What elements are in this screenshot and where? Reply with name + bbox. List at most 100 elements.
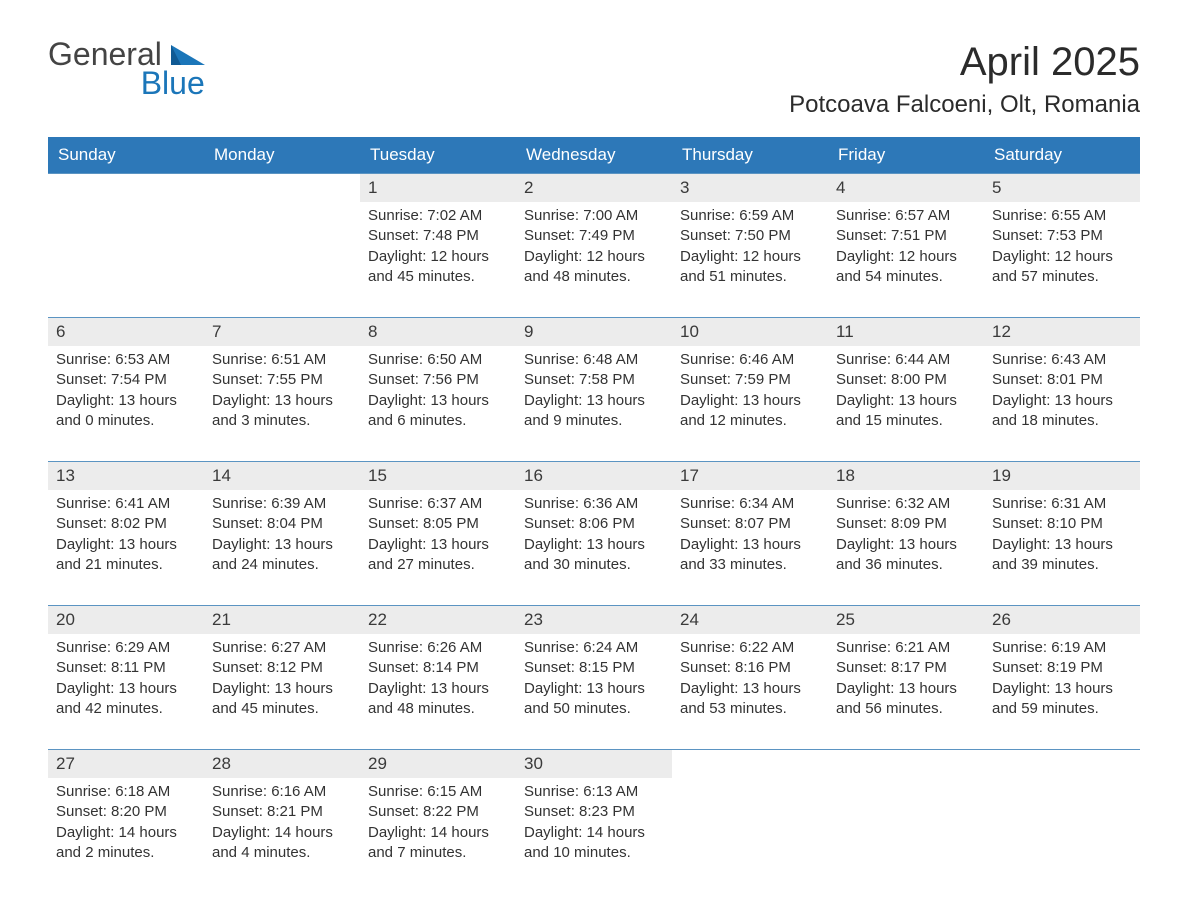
day-info-line: Sunrise: 6:55 AM bbox=[992, 206, 1132, 226]
day-info-line: Sunrise: 6:44 AM bbox=[836, 350, 976, 370]
day-info-line: Daylight: 13 hours bbox=[992, 679, 1132, 699]
day-number: 26 bbox=[984, 605, 1140, 634]
day-info-line: Sunrise: 7:00 AM bbox=[524, 206, 664, 226]
day-number: 16 bbox=[516, 461, 672, 490]
day-cell: Sunrise: 6:46 AMSunset: 7:59 PMDaylight:… bbox=[672, 346, 828, 461]
day-info-line: Sunset: 8:06 PM bbox=[524, 514, 664, 534]
day-info-line: Daylight: 12 hours bbox=[524, 247, 664, 267]
day-info-line: Sunset: 8:11 PM bbox=[56, 658, 196, 678]
day-info-line: and 57 minutes. bbox=[992, 267, 1132, 287]
day-info-line: Sunrise: 6:43 AM bbox=[992, 350, 1132, 370]
day-info-line: Sunrise: 6:32 AM bbox=[836, 494, 976, 514]
day-info-line: Daylight: 13 hours bbox=[680, 391, 820, 411]
logo-text-line2: Blue bbox=[48, 69, 205, 98]
day-info-line: and 4 minutes. bbox=[212, 843, 352, 863]
day-info-line: Sunset: 8:01 PM bbox=[992, 370, 1132, 390]
day-number: 17 bbox=[672, 461, 828, 490]
day-info-line: and 2 minutes. bbox=[56, 843, 196, 863]
day-info-line: and 56 minutes. bbox=[836, 699, 976, 719]
weekday-col: Friday bbox=[828, 137, 984, 173]
day-cell bbox=[984, 778, 1140, 893]
day-info-line: Sunset: 7:58 PM bbox=[524, 370, 664, 390]
weekday-col: Saturday bbox=[984, 137, 1140, 173]
day-number: 20 bbox=[48, 605, 204, 634]
day-number: 22 bbox=[360, 605, 516, 634]
day-number: 25 bbox=[828, 605, 984, 634]
day-number: 4 bbox=[828, 173, 984, 202]
day-number: 30 bbox=[516, 749, 672, 778]
day-info-line: Sunset: 8:12 PM bbox=[212, 658, 352, 678]
day-info-line: Sunrise: 6:18 AM bbox=[56, 782, 196, 802]
day-number: 23 bbox=[516, 605, 672, 634]
day-cell bbox=[828, 778, 984, 893]
content-row: Sunrise: 6:29 AMSunset: 8:11 PMDaylight:… bbox=[48, 634, 1140, 749]
day-number: 13 bbox=[48, 461, 204, 490]
day-cell: Sunrise: 6:34 AMSunset: 8:07 PMDaylight:… bbox=[672, 490, 828, 605]
day-info-line: Sunset: 7:51 PM bbox=[836, 226, 976, 246]
day-info-line: Sunset: 8:00 PM bbox=[836, 370, 976, 390]
day-info-line: and 27 minutes. bbox=[368, 555, 508, 575]
day-cell: Sunrise: 6:43 AMSunset: 8:01 PMDaylight:… bbox=[984, 346, 1140, 461]
day-cell bbox=[48, 202, 204, 317]
month-title: April 2025 bbox=[789, 40, 1140, 85]
day-info-line: and 15 minutes. bbox=[836, 411, 976, 431]
day-info-line: Daylight: 14 hours bbox=[212, 823, 352, 843]
day-info-line: Sunset: 7:56 PM bbox=[368, 370, 508, 390]
day-cell: Sunrise: 6:26 AMSunset: 8:14 PMDaylight:… bbox=[360, 634, 516, 749]
day-info-line: and 59 minutes. bbox=[992, 699, 1132, 719]
day-info-line: Sunrise: 6:51 AM bbox=[212, 350, 352, 370]
day-number bbox=[204, 173, 360, 202]
day-info-line: and 36 minutes. bbox=[836, 555, 976, 575]
day-info-line: Sunrise: 6:22 AM bbox=[680, 638, 820, 658]
day-info-line: and 21 minutes. bbox=[56, 555, 196, 575]
day-info-line: and 30 minutes. bbox=[524, 555, 664, 575]
day-info-line: and 18 minutes. bbox=[992, 411, 1132, 431]
day-number: 14 bbox=[204, 461, 360, 490]
day-cell: Sunrise: 6:22 AMSunset: 8:16 PMDaylight:… bbox=[672, 634, 828, 749]
day-number: 5 bbox=[984, 173, 1140, 202]
day-number: 2 bbox=[516, 173, 672, 202]
daynum-row: 27282930 bbox=[48, 749, 1140, 778]
day-info-line: Sunrise: 6:57 AM bbox=[836, 206, 976, 226]
header: General Blue April 2025 Potcoava Falcoen… bbox=[48, 40, 1140, 119]
day-number: 7 bbox=[204, 317, 360, 346]
day-number: 24 bbox=[672, 605, 828, 634]
day-info-line: Daylight: 13 hours bbox=[212, 535, 352, 555]
day-info-line: and 50 minutes. bbox=[524, 699, 664, 719]
day-info-line: Sunrise: 6:24 AM bbox=[524, 638, 664, 658]
day-cell: Sunrise: 6:39 AMSunset: 8:04 PMDaylight:… bbox=[204, 490, 360, 605]
day-info-line: and 42 minutes. bbox=[56, 699, 196, 719]
day-info-line: Daylight: 13 hours bbox=[56, 679, 196, 699]
day-number: 6 bbox=[48, 317, 204, 346]
day-info-line: Daylight: 12 hours bbox=[992, 247, 1132, 267]
day-info-line: and 48 minutes. bbox=[524, 267, 664, 287]
day-info-line: Sunset: 8:22 PM bbox=[368, 802, 508, 822]
day-number: 9 bbox=[516, 317, 672, 346]
day-info-line: Daylight: 13 hours bbox=[680, 679, 820, 699]
day-cell: Sunrise: 6:13 AMSunset: 8:23 PMDaylight:… bbox=[516, 778, 672, 893]
day-cell: Sunrise: 6:48 AMSunset: 7:58 PMDaylight:… bbox=[516, 346, 672, 461]
day-info-line: Sunrise: 6:27 AM bbox=[212, 638, 352, 658]
day-info-line: Sunrise: 6:50 AM bbox=[368, 350, 508, 370]
day-info-line: Sunset: 8:02 PM bbox=[56, 514, 196, 534]
day-number: 12 bbox=[984, 317, 1140, 346]
day-number: 10 bbox=[672, 317, 828, 346]
content-row: Sunrise: 6:53 AMSunset: 7:54 PMDaylight:… bbox=[48, 346, 1140, 461]
day-cell: Sunrise: 6:27 AMSunset: 8:12 PMDaylight:… bbox=[204, 634, 360, 749]
day-info-line: and 6 minutes. bbox=[368, 411, 508, 431]
day-info-line: Sunset: 7:55 PM bbox=[212, 370, 352, 390]
day-info-line: and 7 minutes. bbox=[368, 843, 508, 863]
day-info-line: Sunrise: 6:41 AM bbox=[56, 494, 196, 514]
day-info-line: Sunrise: 6:34 AM bbox=[680, 494, 820, 514]
day-info-line: Sunrise: 6:59 AM bbox=[680, 206, 820, 226]
day-info-line: Daylight: 13 hours bbox=[836, 679, 976, 699]
day-info-line: Daylight: 12 hours bbox=[836, 247, 976, 267]
weekday-col: Tuesday bbox=[360, 137, 516, 173]
day-info-line: Sunrise: 6:19 AM bbox=[992, 638, 1132, 658]
day-cell: Sunrise: 6:18 AMSunset: 8:20 PMDaylight:… bbox=[48, 778, 204, 893]
day-info-line: Sunrise: 6:37 AM bbox=[368, 494, 508, 514]
day-info-line: Daylight: 13 hours bbox=[524, 391, 664, 411]
content-row: Sunrise: 6:41 AMSunset: 8:02 PM Daylight:… bbox=[48, 490, 1140, 605]
day-cell bbox=[672, 778, 828, 893]
day-info-line: Daylight: 13 hours bbox=[524, 535, 664, 555]
